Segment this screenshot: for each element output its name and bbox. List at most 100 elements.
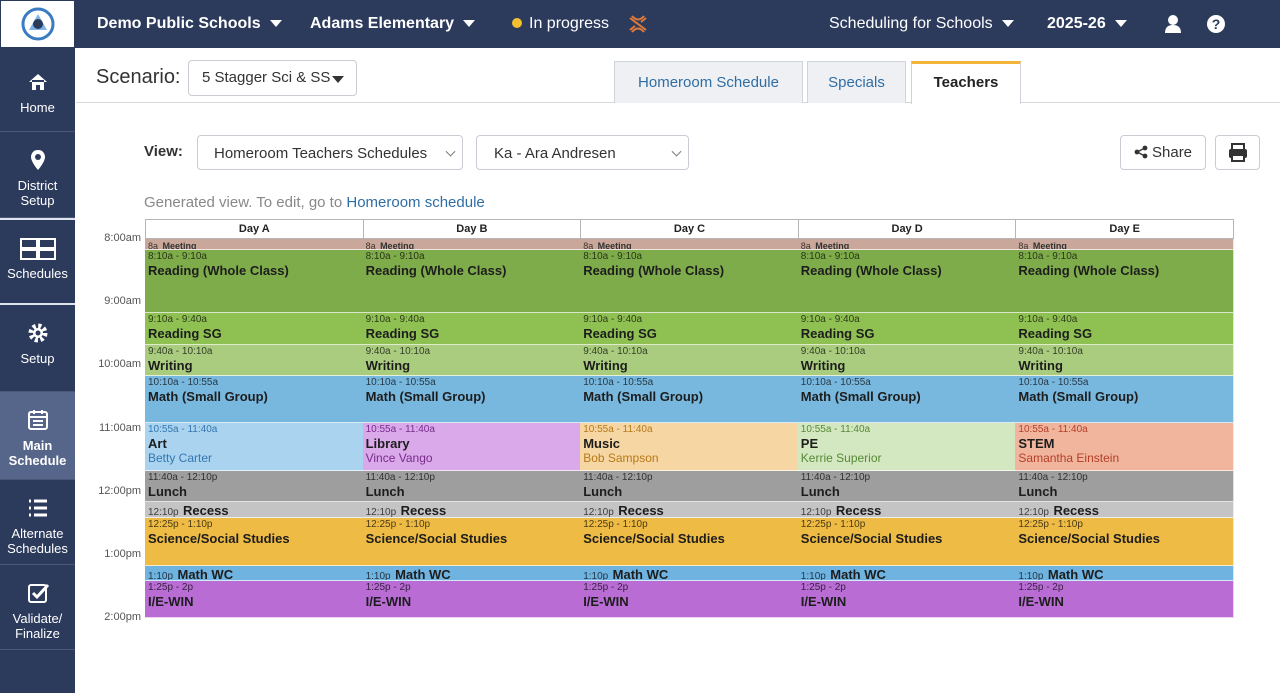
schedule-block[interactable]: 1:25p - 2p I/E-WIN <box>1015 581 1234 618</box>
nav-item[interactable]: Home <box>0 48 75 132</box>
schedule-block[interactable]: 11:40a - 12:10p Lunch <box>362 471 582 502</box>
schedule-block[interactable]: 10:55a - 11:40a Music Bob Sampson <box>580 423 799 471</box>
schedule-block[interactable]: 12:25p - 1:10p Science/Social Studies <box>1015 518 1234 566</box>
schedule-block[interactable]: 1:10p Math WC <box>580 566 799 581</box>
schedule-block[interactable]: 9:10a - 9:40a Reading SG <box>1015 313 1234 345</box>
schedule-block[interactable]: 9:10a - 9:40a Reading SG <box>580 313 799 345</box>
schedule-block[interactable]: 12:10p Recess <box>1015 502 1234 518</box>
schedule-block[interactable]: 11:40a - 12:10p Lunch <box>797 471 1017 502</box>
schedule-block[interactable]: 10:10a - 10:55a Math (Small Group) <box>145 376 364 423</box>
schedule-block[interactable]: 10:55a - 11:40a PE Kerrie Superior <box>797 423 1017 471</box>
schedule-block[interactable]: 10:10a - 10:55a Math (Small Group) <box>580 376 799 423</box>
school-menu[interactable]: Adams Elementary <box>310 0 476 48</box>
schedule-block[interactable]: 1:25p - 2p I/E-WIN <box>580 581 799 618</box>
schedule-block[interactable]: 11:40a - 12:10p Lunch <box>580 471 799 502</box>
schedule-block[interactable]: 10:10a - 10:55a Math (Small Group) <box>797 376 1017 423</box>
schedule-block[interactable]: 12:10p Recess <box>797 502 1017 518</box>
block-time: 11:40a - 12:10p <box>148 472 218 483</box>
logo[interactable] <box>0 0 75 48</box>
schedule-block[interactable]: 9:10a - 9:40a Reading SG <box>362 313 582 345</box>
block-teacher: Samantha Einstein <box>1018 451 1120 465</box>
block-title: Recess <box>618 503 664 518</box>
block-time: 12:25p - 1:10p <box>1018 519 1083 530</box>
scenario-select[interactable]: 5 Stagger Sci & SS <box>188 60 357 96</box>
year-menu[interactable]: 2025-26 <box>1047 0 1127 48</box>
schedule-block[interactable]: 11:40a - 12:10p Lunch <box>145 471 364 502</box>
schedule-block[interactable]: 8:10a - 9:10a Reading (Whole Class) <box>797 250 1017 313</box>
help-icon[interactable]: ? <box>1206 14 1226 34</box>
block-line: 1:10p Math WC <box>365 567 578 581</box>
tab[interactable]: Specials <box>807 61 906 103</box>
schedule-block[interactable]: 9:10a - 9:40a Reading SG <box>145 313 364 345</box>
schedule-block[interactable]: 8a Meeting <box>580 239 799 250</box>
share-button[interactable]: Share <box>1120 135 1206 170</box>
schedule-block[interactable]: 11:40a - 12:10p Lunch <box>1015 471 1234 502</box>
schedule-block[interactable]: 9:40a - 10:10a Writing <box>362 345 582 376</box>
schedule-block[interactable]: 9:40a - 10:10a Writing <box>580 345 799 376</box>
time-label: 8:00am <box>104 232 141 244</box>
schedule-block[interactable]: 8a Meeting <box>1015 239 1234 250</box>
schedule-block[interactable]: 12:25p - 1:10p Science/Social Studies <box>145 518 364 566</box>
notice-link[interactable]: Homeroom schedule <box>346 194 485 211</box>
schedule-block[interactable]: 10:10a - 10:55a Math (Small Group) <box>1015 376 1234 423</box>
block-title: Lunch <box>583 484 623 499</box>
block-line: 12:10p Recess <box>1018 503 1230 517</box>
schedule-block[interactable]: 8a Meeting <box>797 239 1017 250</box>
tab[interactable]: Teachers <box>911 61 1021 104</box>
block-time: 12:10p <box>583 507 614 518</box>
nav-item[interactable]: Alternate Schedules <box>0 480 75 565</box>
teacher-name: Ka - Ara Andresen <box>494 145 616 162</box>
schedule-block[interactable]: 12:10p Recess <box>580 502 799 518</box>
schedule-block[interactable]: 12:25p - 1:10p Science/Social Studies <box>362 518 582 566</box>
block-title: I/E-WIN <box>800 594 847 609</box>
schedule-block[interactable]: 1:25p - 2p I/E-WIN <box>145 581 364 618</box>
schedule-block[interactable]: 9:10a - 9:40a Reading SG <box>797 313 1017 345</box>
schedule-block[interactable]: 8:10a - 9:10a Reading (Whole Class) <box>145 250 364 313</box>
schedule-block[interactable]: 1:10p Math WC <box>362 566 582 581</box>
block-time: 10:55a - 11:40a <box>148 424 218 435</box>
schedule-block[interactable]: 10:10a - 10:55a Math (Small Group) <box>362 376 582 423</box>
schedule-block[interactable]: 1:10p Math WC <box>797 566 1017 581</box>
print-button[interactable] <box>1215 135 1260 170</box>
block-title: Science/Social Studies <box>583 531 725 546</box>
schedule-block[interactable]: 1:10p Math WC <box>1015 566 1234 581</box>
block-time: 1:10p <box>583 571 609 581</box>
schedule-block[interactable]: 8:10a - 9:10a Reading (Whole Class) <box>362 250 582 313</box>
block-time: 1:10p <box>365 571 391 581</box>
schedule-block[interactable]: 8:10a - 9:10a Reading (Whole Class) <box>580 250 799 313</box>
schedule-block[interactable]: 9:40a - 10:10a Writing <box>145 345 364 376</box>
block-time: 1:25p - 2p <box>365 582 411 593</box>
nav-item[interactable]: Setup <box>0 305 75 392</box>
day-header: Day A <box>145 219 364 239</box>
nav-item[interactable]: District Setup <box>0 132 75 218</box>
schedule-block[interactable]: 12:10p Recess <box>362 502 582 518</box>
schedule-block[interactable]: 9:40a - 10:10a Writing <box>1015 345 1234 376</box>
nav-item[interactable]: Schedules <box>0 218 75 305</box>
user-icon[interactable] <box>1163 14 1183 34</box>
schedule-block[interactable]: 9:40a - 10:10a Writing <box>797 345 1017 376</box>
block-time: 1:25p - 2p <box>800 582 846 593</box>
view-label: View: <box>144 143 183 160</box>
schedule-block[interactable]: 8a Meeting <box>145 239 364 250</box>
schedule-block[interactable]: 12:10p Recess <box>145 502 364 518</box>
district-menu[interactable]: Demo Public Schools <box>97 0 282 48</box>
status-text: In progress <box>529 15 610 32</box>
schedule-block[interactable]: 8:10a - 9:10a Reading (Whole Class) <box>1015 250 1234 313</box>
nav-item[interactable]: Validate/ Finalize <box>0 565 75 650</box>
schedule-block[interactable]: 8a Meeting <box>362 239 582 250</box>
schedule-block[interactable]: 1:25p - 2p I/E-WIN <box>797 581 1017 618</box>
schedule-block[interactable]: 10:55a - 11:40a Art Betty Carter <box>145 423 364 471</box>
block-title: Math (Small Group) <box>365 389 486 404</box>
tab[interactable]: Homeroom Schedule <box>614 61 803 103</box>
schedule-block[interactable]: 12:25p - 1:10p Science/Social Studies <box>797 518 1017 566</box>
schedule-block[interactable]: 1:25p - 2p I/E-WIN <box>362 581 582 618</box>
schedule-block[interactable]: 10:55a - 11:40a STEM Samantha Einstein <box>1015 423 1234 471</box>
nav-item[interactable]: Main Schedule <box>0 392 75 480</box>
schedule-block[interactable]: 1:10p Math WC <box>145 566 364 581</box>
teacher-select[interactable]: Ka - Ara Andresen <box>476 135 689 170</box>
schedule-block[interactable]: 12:25p - 1:10p Science/Social Studies <box>580 518 799 566</box>
product-menu[interactable]: Scheduling for Schools <box>829 0 1014 48</box>
schedule-block[interactable]: 10:55a - 11:40a Library Vince Vango <box>362 423 582 471</box>
view-select[interactable]: Homeroom Teachers Schedules <box>197 135 463 170</box>
sync-icon[interactable] <box>627 13 649 35</box>
